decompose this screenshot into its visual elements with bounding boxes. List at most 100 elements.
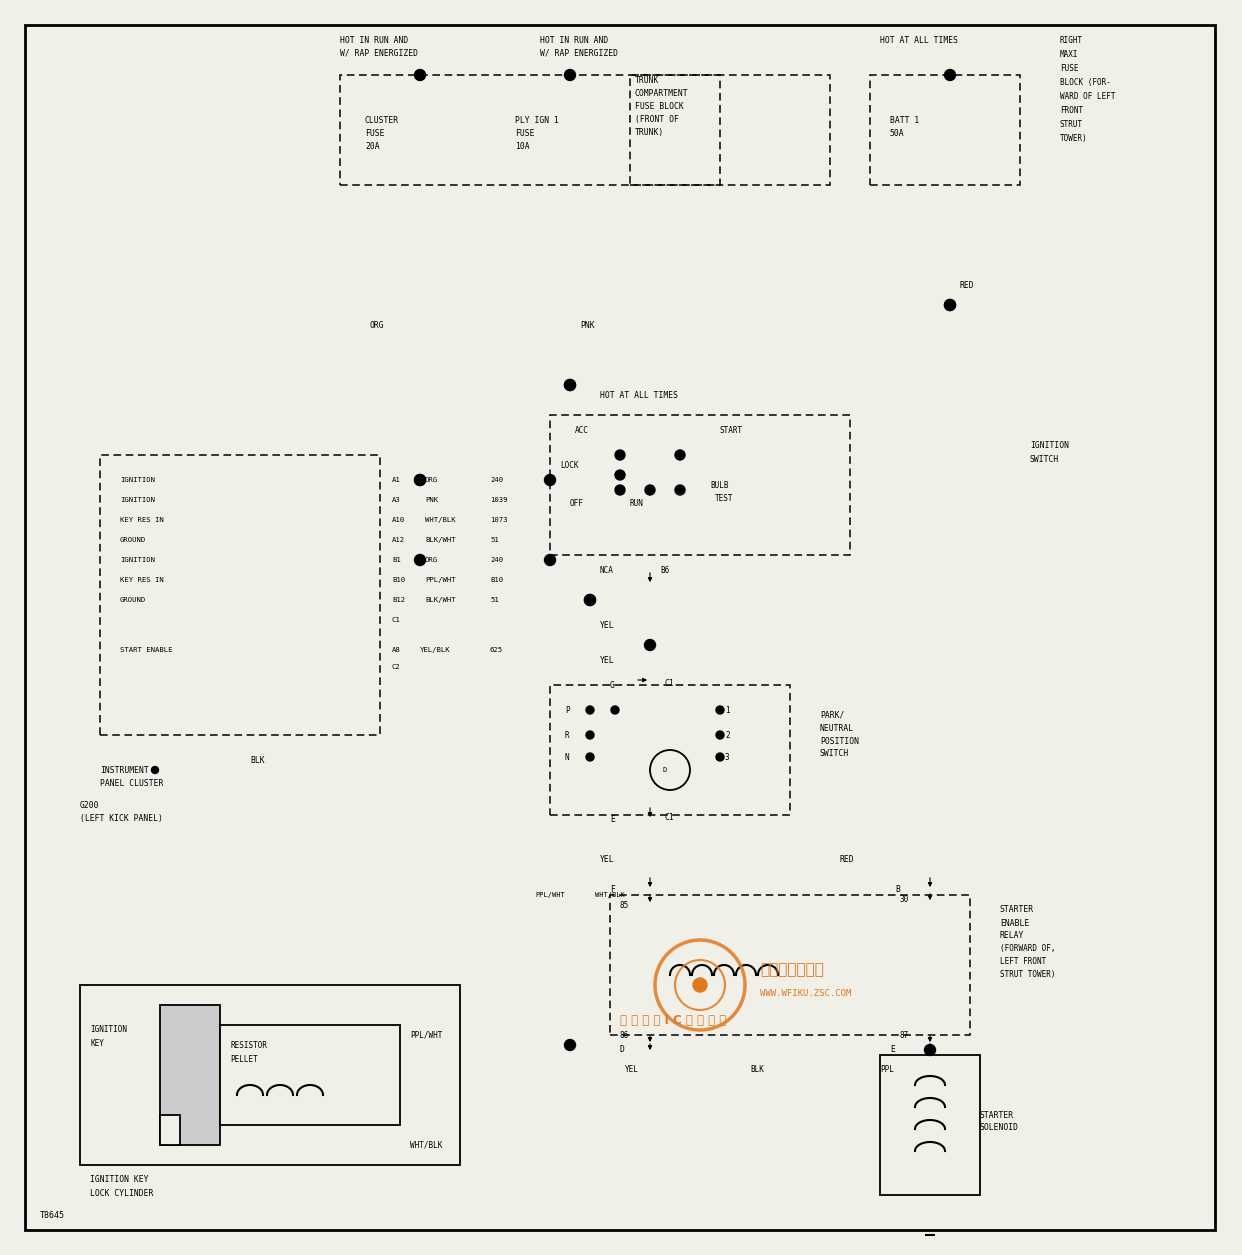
Text: ORG: ORG <box>425 557 438 563</box>
Text: RELAY: RELAY <box>1000 931 1025 940</box>
Circle shape <box>645 640 656 650</box>
Circle shape <box>944 300 955 310</box>
Text: POSITION: POSITION <box>820 737 859 745</box>
Text: FUSE: FUSE <box>365 128 385 138</box>
Text: GROUND: GROUND <box>120 537 147 543</box>
Text: WWW.WFIKU.ZSC.COM: WWW.WFIKU.ZSC.COM <box>760 989 851 998</box>
Text: PARK/: PARK/ <box>820 710 845 719</box>
Text: G: G <box>610 680 615 689</box>
Text: RESISTOR: RESISTOR <box>230 1040 267 1049</box>
Text: LOCK: LOCK <box>560 461 579 469</box>
Circle shape <box>544 474 555 486</box>
Circle shape <box>715 753 724 761</box>
Text: RED: RED <box>960 281 975 290</box>
Text: YEL/BLK: YEL/BLK <box>420 648 451 653</box>
Text: HOT IN RUN AND: HOT IN RUN AND <box>540 35 609 44</box>
Circle shape <box>611 707 619 714</box>
Text: FUSE BLOCK: FUSE BLOCK <box>635 102 684 110</box>
Text: YEL: YEL <box>600 620 615 630</box>
Text: INSTRUMENT: INSTRUMENT <box>101 766 149 774</box>
Text: R: R <box>565 730 570 739</box>
Text: 240: 240 <box>491 477 503 483</box>
Circle shape <box>924 1044 935 1055</box>
Text: (LEFT KICK PANEL): (LEFT KICK PANEL) <box>79 813 163 822</box>
Circle shape <box>944 300 955 310</box>
Text: IGNITION: IGNITION <box>1030 441 1069 449</box>
Text: START ENABLE: START ENABLE <box>120 648 173 653</box>
Circle shape <box>645 484 655 494</box>
Text: B: B <box>895 886 900 895</box>
Text: PNK: PNK <box>425 497 438 503</box>
Text: 85: 85 <box>620 901 630 910</box>
Text: PELLET: PELLET <box>230 1055 258 1064</box>
Bar <box>550 685 790 814</box>
Text: PPL: PPL <box>881 1065 894 1074</box>
Circle shape <box>415 69 426 80</box>
Text: 30: 30 <box>900 896 909 905</box>
Text: TRUNK: TRUNK <box>635 75 660 84</box>
Text: 1039: 1039 <box>491 497 508 503</box>
Text: 240: 240 <box>491 557 503 563</box>
Text: ORG: ORG <box>370 320 385 330</box>
Text: SWITCH: SWITCH <box>1030 454 1059 463</box>
Text: W/ RAP ENERGIZED: W/ RAP ENERGIZED <box>340 49 419 58</box>
Bar <box>160 1114 180 1145</box>
Text: NEUTRAL: NEUTRAL <box>820 723 854 733</box>
Circle shape <box>615 484 625 494</box>
Circle shape <box>586 707 594 714</box>
Circle shape <box>586 753 594 761</box>
Text: BLK/WHT: BLK/WHT <box>425 537 456 543</box>
Text: WHT/BLK: WHT/BLK <box>595 892 625 899</box>
Text: E: E <box>891 1045 895 1054</box>
Text: STRUT: STRUT <box>1059 119 1083 128</box>
Text: (FRONT OF: (FRONT OF <box>635 114 679 123</box>
Text: 全 球 最 大 I C 采 购 网 站: 全 球 最 大 I C 采 购 网 站 <box>620 1014 727 1027</box>
Text: OFF: OFF <box>570 498 584 507</box>
Circle shape <box>615 451 625 461</box>
Text: 3: 3 <box>725 753 729 762</box>
Text: IGNITION KEY: IGNITION KEY <box>89 1176 149 1185</box>
Text: CLUSTER: CLUSTER <box>365 115 399 124</box>
Text: YEL: YEL <box>600 655 615 664</box>
Text: G200: G200 <box>79 801 99 809</box>
Text: IGNITION: IGNITION <box>120 497 155 503</box>
Text: PPL/WHT: PPL/WHT <box>425 577 456 584</box>
Text: FUSE: FUSE <box>515 128 534 138</box>
Circle shape <box>715 707 724 714</box>
Text: B6: B6 <box>660 566 669 575</box>
Text: SWITCH: SWITCH <box>820 749 850 758</box>
Text: RED: RED <box>840 856 854 865</box>
Text: TEST: TEST <box>715 493 734 502</box>
Text: BLOCK (FOR-: BLOCK (FOR- <box>1059 78 1110 87</box>
Text: PANEL CLUSTER: PANEL CLUSTER <box>101 778 164 787</box>
Text: STARTER: STARTER <box>1000 906 1035 915</box>
Text: 10A: 10A <box>515 142 529 151</box>
Text: 51: 51 <box>491 597 499 602</box>
Text: B10: B10 <box>491 577 503 584</box>
Text: BULB: BULB <box>710 481 729 489</box>
Bar <box>340 75 720 184</box>
Text: KEY RES IN: KEY RES IN <box>120 577 164 584</box>
Text: A12: A12 <box>392 537 405 543</box>
Text: NCA: NCA <box>600 566 614 575</box>
Text: KEY RES IN: KEY RES IN <box>120 517 164 523</box>
Circle shape <box>544 555 555 566</box>
Text: FUSE: FUSE <box>1059 64 1078 73</box>
Text: SOLENOID: SOLENOID <box>980 1123 1018 1132</box>
Text: WHT/BLK: WHT/BLK <box>425 517 456 523</box>
Circle shape <box>565 379 575 390</box>
Text: HOT AT ALL TIMES: HOT AT ALL TIMES <box>881 35 958 44</box>
Text: A10: A10 <box>392 517 405 523</box>
Bar <box>220 1025 400 1124</box>
Bar <box>630 75 830 184</box>
Text: BLK: BLK <box>250 756 265 764</box>
Circle shape <box>615 471 625 479</box>
Text: PPL/WHT: PPL/WHT <box>410 1030 442 1039</box>
Text: A1: A1 <box>392 477 401 483</box>
Circle shape <box>152 767 159 773</box>
Text: C1: C1 <box>392 617 401 622</box>
Text: C2: C2 <box>392 664 401 670</box>
Circle shape <box>715 730 724 739</box>
Text: E: E <box>610 816 615 825</box>
Text: RIGHT: RIGHT <box>1059 35 1083 44</box>
